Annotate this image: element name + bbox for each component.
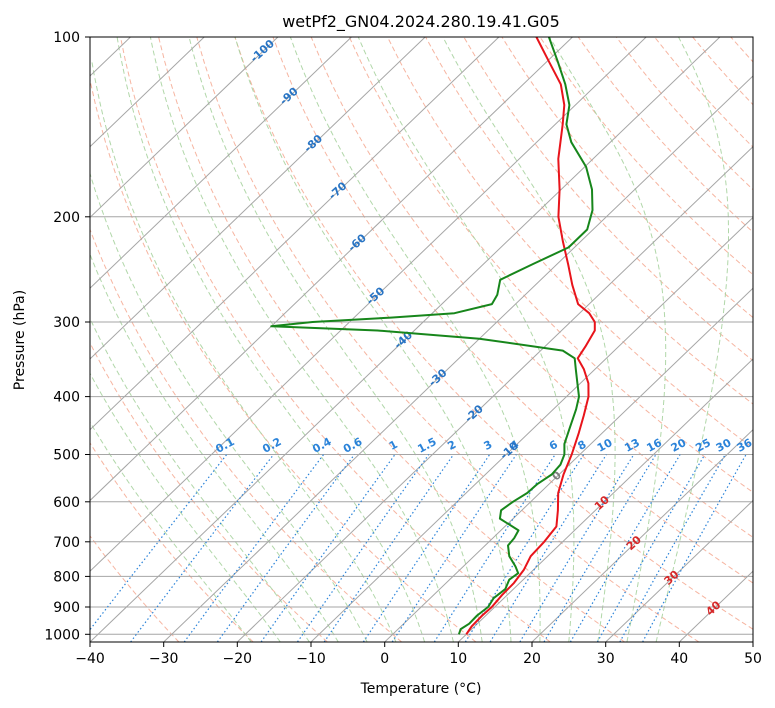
- dry-adiabat: [90, 77, 477, 642]
- y-tick-label: 100: [53, 30, 80, 46]
- x-tick-label: 20: [523, 651, 541, 667]
- moist-adiabat: [149, 37, 454, 642]
- temperature-profile: [465, 37, 596, 635]
- y-tick-label: 600: [53, 495, 80, 511]
- mixing-ratio-label: 25: [693, 436, 713, 455]
- x-tick-label: 30: [597, 651, 615, 667]
- plot-frame: [89, 36, 754, 643]
- x-tick-label: −20: [223, 651, 253, 667]
- mixing-ratio-line: [391, 454, 517, 642]
- mixing-ratio-label: 36: [735, 436, 755, 455]
- dry-adiabat: [90, 228, 403, 642]
- mixing-ratio-line: [433, 454, 556, 642]
- x-tick-label: 50: [744, 651, 762, 667]
- y-tick-label: 700: [53, 535, 80, 551]
- y-tick-label: 300: [53, 315, 80, 331]
- y-axis-ticks: 1000 900 800 700 600 500 400 300 200 100: [44, 30, 90, 643]
- mixing-ratio-label: 30: [714, 436, 734, 455]
- dry-adiabat: [348, 37, 753, 493]
- mixing-ratio-label: 10: [595, 436, 615, 455]
- isotherm-line: [90, 37, 500, 431]
- mixing-ratio-line: [260, 454, 396, 642]
- dry-adiabat: [90, 442, 254, 642]
- x-tick-label: 10: [449, 651, 467, 667]
- x-axis-label: Temperature (°C): [360, 681, 482, 697]
- moist-adiabat: [234, 37, 512, 642]
- moist-adiabat: [90, 317, 310, 642]
- dewpoint-profile: [270, 37, 594, 635]
- dry-adiabat: [120, 37, 551, 642]
- mixing-ratio-line: [183, 454, 325, 642]
- isotherm-line: [310, 216, 753, 642]
- isotherm-line: [457, 358, 753, 642]
- isotherm-line: [90, 37, 721, 642]
- dry-adiabat: [501, 37, 753, 319]
- background-lines: [90, 37, 753, 642]
- x-axis-ticks: −40 −30 −20 −10 0 10 20 30 40 50: [75, 642, 762, 667]
- mixing-ratio-line: [569, 454, 681, 642]
- y-tick-label: 800: [53, 569, 80, 585]
- mixing-ratio-label: 20: [669, 436, 689, 455]
- mixing-ratio-line: [362, 454, 491, 642]
- isotherm-line: [90, 37, 352, 289]
- isotherm-line: [236, 145, 753, 642]
- mixing-ratio-line: [543, 454, 657, 642]
- chart-title: wetPf2_GN04.2024.280.19.41.G05: [282, 12, 560, 32]
- dry-adiabat: [272, 37, 753, 584]
- moist-adiabat: [90, 372, 281, 642]
- isotherm-line: [90, 37, 647, 572]
- moist-adiabat: [289, 37, 541, 642]
- moist-adiabat: [442, 37, 616, 642]
- moist-adiabat: [91, 61, 397, 642]
- moist-adiabat: [116, 37, 426, 642]
- x-tick-label: −40: [75, 651, 105, 667]
- moist-adiabat: [188, 37, 483, 642]
- mixing-ratio-label: 16: [644, 436, 664, 455]
- x-tick-label: 0: [380, 651, 389, 667]
- moist-adiabat: [655, 37, 729, 642]
- mixing-ratio-line: [296, 454, 430, 642]
- mixing-ratio-line: [596, 454, 706, 642]
- moist-adiabat: [90, 253, 339, 642]
- dry-adiabat: [90, 535, 180, 642]
- dry-adiabat: [234, 37, 753, 630]
- isotherm-line: [90, 37, 573, 502]
- mixing-ratio-line: [619, 454, 726, 642]
- mixing-ratio-line: [216, 454, 355, 642]
- moist-adiabat: [90, 421, 252, 642]
- y-tick-label: 900: [53, 600, 80, 616]
- y-tick-label: 1000: [44, 627, 80, 643]
- dry-adiabat: [425, 37, 753, 405]
- y-tick-label: 400: [53, 390, 80, 406]
- y-tick-label: 200: [53, 210, 80, 226]
- x-tick-label: −30: [149, 651, 179, 667]
- isotherm-line: [605, 499, 753, 642]
- isotherm-line: [531, 429, 753, 642]
- x-tick-label: 40: [670, 651, 688, 667]
- dry-adiabat: [196, 37, 700, 642]
- mixing-ratio-label: 13: [622, 436, 642, 455]
- isotherm-line: [384, 287, 753, 642]
- y-tick-label: 500: [53, 448, 80, 464]
- y-axis-label: Pressure (hPa): [12, 290, 28, 390]
- mixing-ratio-line: [90, 454, 228, 631]
- dry-adiabat: [387, 37, 753, 449]
- isotherm-line: [90, 37, 205, 148]
- isotherm-line: [90, 37, 279, 219]
- moist-adiabat: [549, 37, 667, 642]
- mixing-ratio-line: [323, 454, 454, 642]
- mixing-ratio-line: [130, 454, 275, 642]
- isotherm-line: [90, 37, 426, 360]
- profile-lines: [270, 37, 596, 635]
- x-tick-label: −10: [296, 651, 326, 667]
